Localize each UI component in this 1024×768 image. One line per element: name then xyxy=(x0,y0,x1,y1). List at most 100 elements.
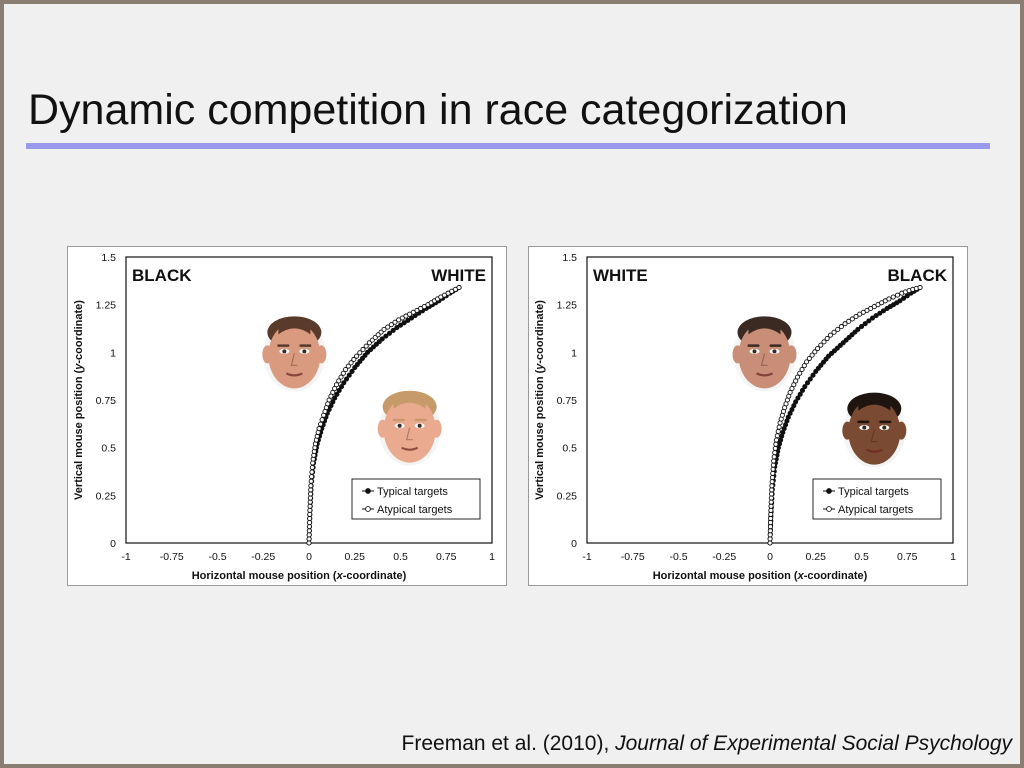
x-axis-label-text: Horizontal mouse position ( xyxy=(192,570,337,582)
data-point xyxy=(773,441,779,447)
x-tick-label: -1 xyxy=(121,551,130,563)
data-point xyxy=(862,321,868,327)
data-point xyxy=(849,316,855,322)
face-skin xyxy=(738,322,791,389)
data-point xyxy=(793,399,799,405)
x-tick-label: 0.75 xyxy=(897,551,918,563)
data-point xyxy=(401,320,407,326)
data-point xyxy=(306,540,312,546)
face-pupil-left xyxy=(862,425,867,430)
data-point xyxy=(821,339,827,345)
y-tick-label: 0.5 xyxy=(562,443,577,455)
face-pupil-right xyxy=(302,349,307,354)
data-point xyxy=(802,384,808,390)
face-pupil-right xyxy=(882,425,887,430)
data-point xyxy=(768,491,775,497)
legend-marker xyxy=(365,488,371,494)
face-pupil-left xyxy=(282,349,287,354)
chart-right: -1 -0.75 -0.5 -0.25 0 0.25 0.5 0.75 1 0 0.25 0.5 0.7… xyxy=(534,252,956,582)
legend-entry: Atypical targets xyxy=(838,504,914,516)
y-tick-label: 0.75 xyxy=(96,395,117,407)
data-point xyxy=(354,353,360,359)
y-axis-label-text: -coordinate) xyxy=(73,300,85,364)
y-axis-label: Vertical mouse position (y-coordinate) xyxy=(534,300,546,500)
x-axis-label-text: -coordinate) xyxy=(804,570,868,582)
data-point xyxy=(307,511,313,517)
data-point xyxy=(309,474,315,480)
y-tick-label: 1 xyxy=(110,347,116,359)
data-point xyxy=(770,466,776,472)
x-tick-label: 0.5 xyxy=(854,551,869,563)
data-point xyxy=(769,479,775,485)
data-point xyxy=(776,424,782,430)
data-point xyxy=(799,366,805,373)
data-point xyxy=(797,370,803,376)
data-point xyxy=(818,342,824,348)
face-nose xyxy=(870,429,878,443)
y-tick-label: 0.25 xyxy=(96,490,117,502)
data-point xyxy=(815,345,821,352)
legend: Typical targets Atypical targets xyxy=(812,478,942,520)
data-point xyxy=(794,374,801,380)
data-point xyxy=(767,520,774,526)
y-tick-label: 0 xyxy=(571,538,577,550)
data-point xyxy=(381,326,387,333)
x-tick-label: -0.75 xyxy=(160,551,184,563)
data-point xyxy=(774,433,780,439)
data-point xyxy=(838,324,844,330)
data-point xyxy=(771,458,777,464)
data-point xyxy=(772,450,778,456)
data-point xyxy=(769,474,775,481)
data-point xyxy=(307,515,313,522)
data-point xyxy=(306,528,312,534)
data-point xyxy=(835,326,841,333)
data-point xyxy=(397,322,404,328)
data-point xyxy=(806,355,812,362)
data-point xyxy=(379,336,385,342)
data-point xyxy=(768,511,774,517)
x-axis-label: Horizontal mouse position (x-coordinate) xyxy=(653,570,868,582)
legend-entry: Typical targets xyxy=(377,486,448,498)
data-point xyxy=(901,295,907,301)
data-point xyxy=(767,536,773,542)
data-point xyxy=(307,499,313,505)
data-point xyxy=(343,366,349,373)
y-tick-label: 1.25 xyxy=(557,300,578,312)
face-typical-white-icon xyxy=(262,316,327,392)
data-point xyxy=(827,332,833,338)
data-point xyxy=(306,524,312,530)
y-tick-label: 0 xyxy=(110,538,116,550)
data-point xyxy=(772,445,778,451)
face-skin xyxy=(268,322,321,389)
data-point xyxy=(309,464,315,471)
data-point xyxy=(346,372,352,378)
data-point xyxy=(308,487,314,493)
data-point xyxy=(307,507,313,513)
data-point xyxy=(767,532,773,538)
y-axis-label-var: y xyxy=(73,363,85,371)
legend-entry: Typical targets xyxy=(838,486,909,498)
face-eyebrow-left xyxy=(747,344,760,347)
data-point xyxy=(866,318,872,324)
data-point xyxy=(853,314,859,320)
face-pupil-right xyxy=(417,423,422,428)
face-nose xyxy=(290,353,298,366)
data-point xyxy=(336,387,342,394)
x-axis-label-var: x xyxy=(336,570,344,582)
slide-title: Dynamic competition in race categorizati… xyxy=(28,86,848,134)
face-eyebrow-right xyxy=(414,418,427,422)
data-point xyxy=(363,343,369,349)
data-point xyxy=(801,363,807,369)
data-point xyxy=(775,428,781,435)
data-point xyxy=(340,370,346,376)
data-point xyxy=(307,495,313,501)
chart-panel-right: -1 -0.75 -0.5 -0.25 0 0.25 0.5 0.75 1 0 0.25 0.5 0.7… xyxy=(528,246,968,586)
data-point xyxy=(318,421,324,427)
face-skin xyxy=(383,396,436,463)
legend-box xyxy=(812,478,942,520)
data-point xyxy=(360,346,366,353)
face-eyebrow-right xyxy=(879,420,892,424)
data-point xyxy=(334,391,340,397)
data-point xyxy=(341,380,347,386)
corner-label-left: BLACK xyxy=(132,266,192,285)
